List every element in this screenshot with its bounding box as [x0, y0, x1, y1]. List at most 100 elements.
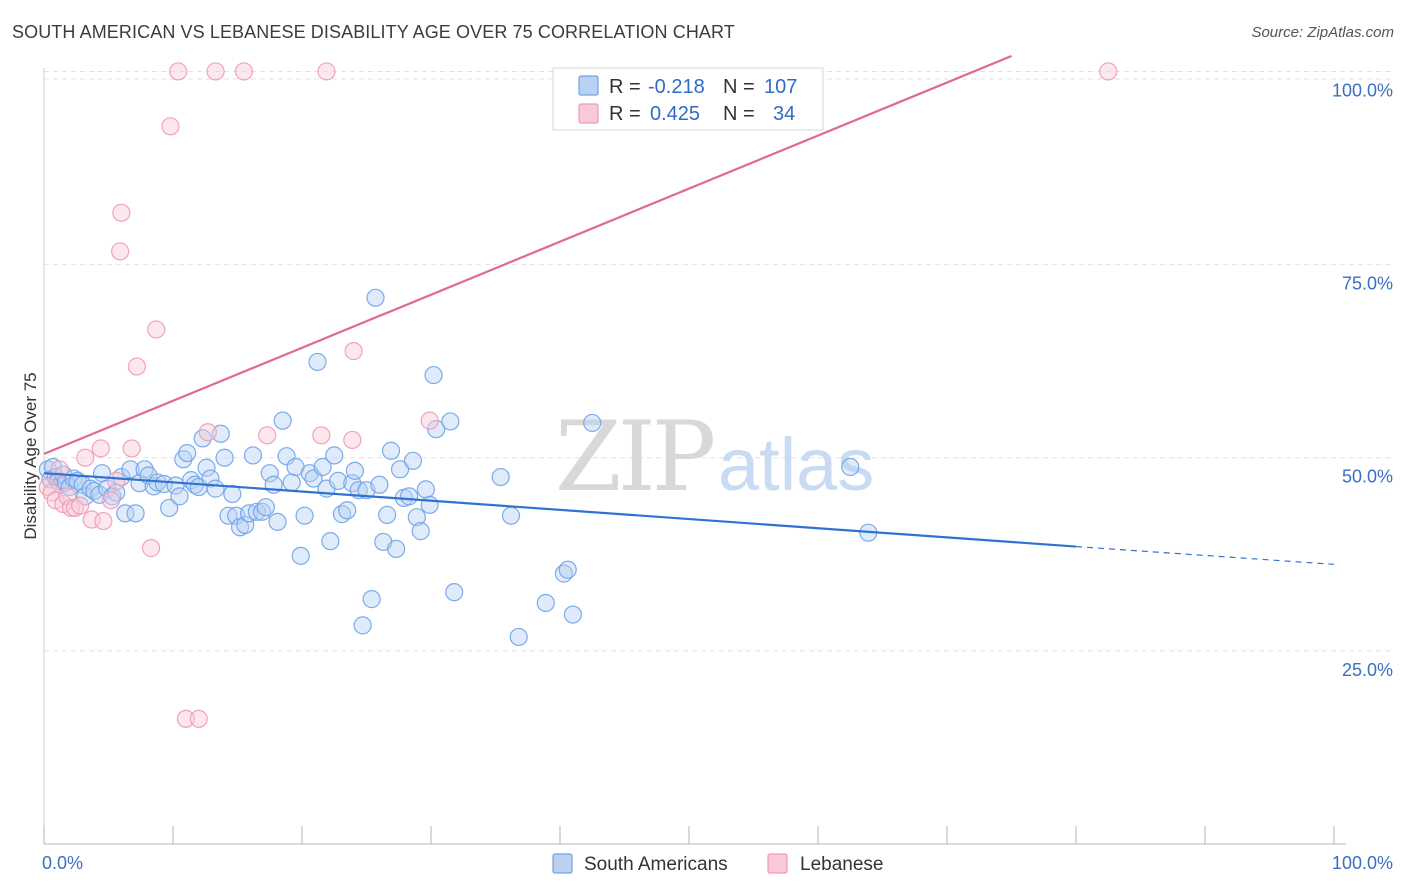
- south-americans-point: [536, 593, 555, 613]
- watermark-atlas: atlas: [718, 423, 874, 506]
- lebanese-point: [122, 439, 141, 458]
- south-americans-trend-extension: [1075, 545, 1335, 565]
- legend-r-label-0: R =: [609, 76, 641, 98]
- south-americans-point: [219, 506, 238, 525]
- lebanese-point: [420, 411, 439, 430]
- trend-lines: [43, 54, 1335, 565]
- south-americans-point: [170, 487, 189, 506]
- south-americans-point: [256, 498, 275, 517]
- south-americans-point: [325, 446, 344, 465]
- south-americans-point: [178, 443, 197, 463]
- legend-swatch-lebanese: [578, 103, 599, 124]
- bottom-legend-label-lebanese: Lebanese: [800, 854, 883, 875]
- lebanese-point: [161, 117, 180, 136]
- south-americans-point: [273, 411, 292, 430]
- legend-n-label-0: N =: [723, 76, 755, 98]
- south-americans-point: [321, 532, 340, 551]
- south-americans-point: [121, 460, 140, 479]
- lebanese-point: [71, 496, 90, 515]
- south-americans-trend-line: [43, 472, 1077, 548]
- y-tick-label: 75.0%: [1342, 274, 1393, 294]
- lebanese-trend-line: [43, 54, 1012, 455]
- south-americans-point: [416, 480, 435, 499]
- y-tick-label: 25.0%: [1342, 660, 1393, 680]
- south-americans-point: [268, 512, 287, 531]
- south-americans-point: [116, 504, 135, 523]
- south-americans-point: [206, 479, 225, 498]
- south-americans-point: [491, 467, 510, 487]
- south-americans-point: [345, 461, 364, 480]
- south-americans-point: [291, 546, 310, 565]
- south-americans-point: [390, 460, 410, 479]
- lebanese-point: [312, 426, 331, 445]
- south-americans-point: [126, 504, 145, 523]
- south-americans-point: [197, 458, 216, 477]
- south-americans-point: [558, 560, 577, 579]
- south-americans-point: [260, 464, 279, 483]
- watermark-zip: ZIP: [555, 401, 714, 513]
- gridlines: [43, 68, 1393, 844]
- lebanese-point: [1099, 62, 1118, 81]
- lebanese-point: [317, 62, 336, 81]
- south-americans-point: [501, 506, 521, 525]
- south-americans-point: [424, 365, 443, 385]
- legend-n-value-1: 34: [773, 103, 795, 125]
- lebanese-point: [169, 62, 188, 81]
- south-americans-point: [509, 627, 528, 647]
- bottom-legend-label-south-americans: South Americans: [584, 854, 728, 875]
- south-americans-point: [160, 498, 179, 518]
- south-americans-point: [441, 412, 460, 431]
- lebanese-point: [344, 342, 363, 361]
- south-americans-point: [420, 495, 439, 514]
- lebanese-point: [189, 709, 208, 728]
- south-americans-point: [841, 457, 860, 477]
- south-americans-point: [201, 469, 220, 488]
- bottom-legend-swatch-lebanese: [767, 853, 788, 874]
- south-americans-point: [313, 457, 332, 477]
- lebanese-point: [234, 62, 254, 81]
- lebanese-point: [112, 203, 131, 222]
- south-americans-point: [403, 451, 423, 470]
- lebanese-point: [91, 439, 110, 458]
- chart-source: Source: ZipAtlas.com: [1251, 24, 1394, 41]
- south-americans-point: [387, 539, 406, 558]
- south-americans-point: [295, 506, 314, 525]
- y-axis-title: Disability Age Over 75: [21, 372, 40, 539]
- legend-n-label-1: N =: [723, 103, 755, 125]
- legend-r-value-0: -0.218: [648, 76, 705, 98]
- y-tick-label: 100.0%: [1332, 80, 1393, 100]
- south-americans-point: [399, 487, 419, 506]
- legend-r-value-1: 0.425: [650, 103, 700, 125]
- lebanese-point: [76, 448, 95, 467]
- lebanese-point: [94, 511, 113, 531]
- south-americans-point: [366, 288, 385, 307]
- legend-swatch-south-americans: [578, 75, 599, 96]
- south-americans-point: [378, 505, 397, 524]
- lebanese-point: [198, 423, 217, 442]
- south-americans-point: [370, 475, 389, 494]
- x-axis-ticks: [43, 826, 1335, 844]
- lebanese-point: [141, 539, 161, 558]
- south-americans-point: [338, 501, 357, 520]
- south-americans-point: [583, 413, 602, 433]
- lebanese-points: [38, 62, 1118, 728]
- lebanese-point: [101, 491, 121, 510]
- south-americans-point: [407, 508, 426, 527]
- south-americans-point: [282, 473, 301, 492]
- series-legend: South Americans Lebanese: [552, 853, 883, 875]
- south-americans-point: [563, 605, 583, 624]
- south-americans-point: [353, 616, 372, 635]
- south-americans-point: [154, 474, 174, 494]
- y-axis-tick-labels: 25.0% 50.0% 75.0% 100.0%: [1332, 80, 1393, 679]
- lebanese-point: [82, 510, 101, 529]
- lebanese-point: [111, 242, 130, 261]
- south-americans-point: [329, 471, 348, 491]
- legend-r-label-1: R =: [609, 103, 641, 125]
- south-americans-point: [243, 446, 263, 465]
- south-americans-point: [381, 441, 401, 460]
- south-americans-points: [38, 288, 878, 647]
- south-americans-point: [411, 522, 430, 541]
- lebanese-point: [206, 62, 225, 81]
- lebanese-point: [343, 430, 362, 450]
- lebanese-point: [258, 426, 277, 445]
